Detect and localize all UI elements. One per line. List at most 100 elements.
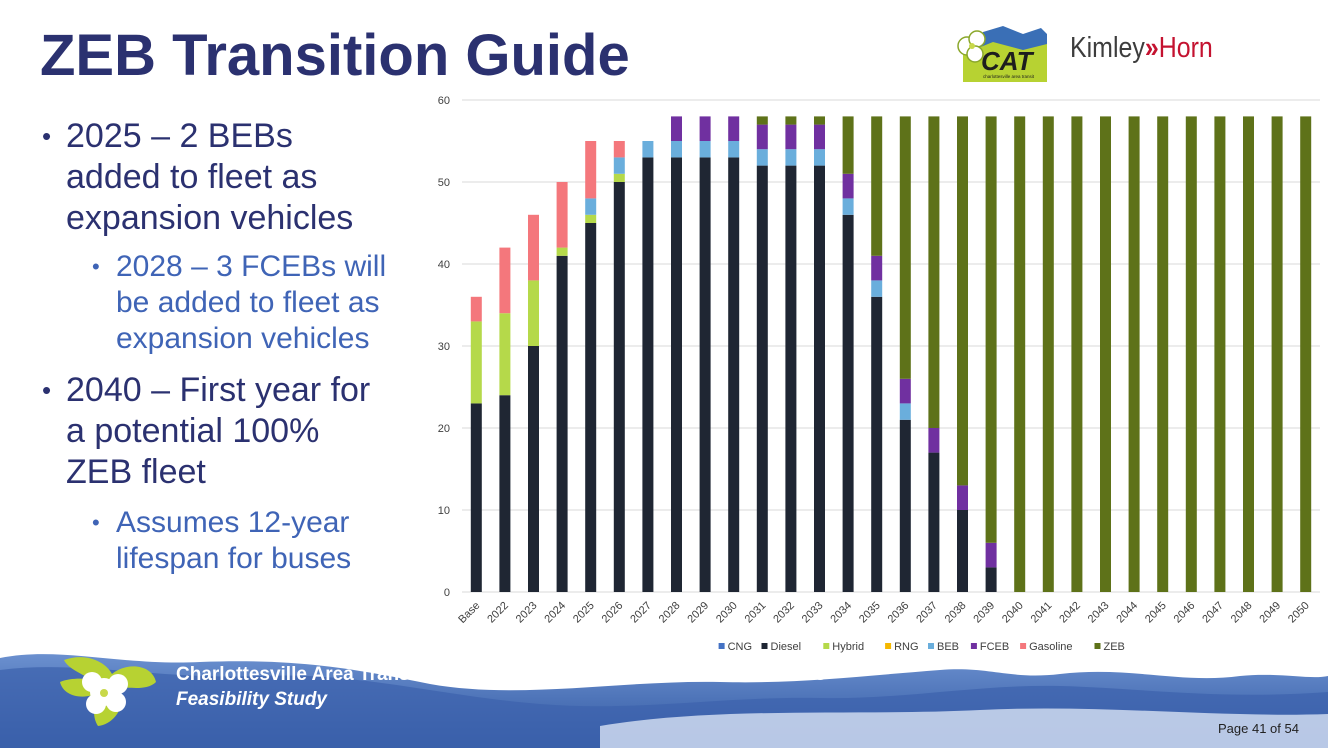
bullet-item: • 2025 – 2 BEBs added to fleet as expansion…: [42, 116, 353, 239]
bar-segment-hybrid: [470, 321, 482, 404]
legend-swatch-hybrid: [823, 643, 830, 649]
bullet-item: • 2040 – First year for a potential 100% ZE…: [42, 370, 370, 493]
x-tick-label: 2042: [1057, 600, 1083, 626]
x-tick-label: 2022: [485, 600, 511, 626]
legend-label-beb: BEB: [937, 641, 959, 653]
y-tick-label: 40: [438, 259, 450, 271]
y-tick-label: 10: [438, 505, 450, 517]
x-tick-label: 2030: [714, 600, 740, 626]
bar-segment-beb: [728, 141, 740, 158]
bar-segment-beb: [585, 198, 597, 215]
bar-segment-beb: [671, 141, 682, 158]
footer-title-part1: Charlottesville Area Transit Facility De…: [176, 664, 561, 685]
bullet-line: 2040 – First year for: [66, 371, 371, 409]
legend-label-zeb: ZEB: [1104, 641, 1125, 653]
x-tick-label: 2033: [800, 600, 826, 626]
bar-segment-gasoline: [528, 214, 539, 281]
bar-segment-zeb: [985, 116, 997, 543]
bar-segment-zeb: [814, 116, 825, 125]
legend-swatch-gasoline: [1020, 643, 1027, 649]
legend-swatch-diesel: [761, 643, 768, 649]
bullet-line: ZEB fleet: [66, 453, 206, 491]
footer-title-part2: Zero Emissions Vehicles: [602, 664, 826, 685]
legend-swatch-fceb: [970, 643, 977, 649]
x-tick-label: 2036: [886, 600, 912, 626]
legend-label-fceb: FCEB: [980, 641, 1009, 653]
bullet-item: • 2028 – 3 FCEBs will be added to fleet as…: [92, 249, 386, 357]
bar-segment-gasoline: [470, 296, 482, 322]
bar-segment-zeb: [842, 116, 854, 174]
x-tick-label: 2025: [571, 600, 597, 626]
x-tick-label: 2048: [1229, 600, 1255, 626]
bar-segment-gasoline: [499, 247, 511, 314]
cat-logo: CAT charlottesville area transit: [953, 24, 1047, 82]
legend-swatch-beb: [928, 643, 934, 649]
bullet-marker: •: [42, 375, 52, 405]
bar-segment-hybrid: [613, 173, 625, 182]
x-tick-label: 2035: [857, 600, 883, 626]
bar-segment-zeb: [1042, 116, 1054, 593]
bullet-marker: •: [42, 121, 52, 151]
bar-segment-fceb: [899, 378, 911, 404]
kimley-chevrons: »: [1144, 32, 1159, 64]
bar-segment-hybrid: [585, 214, 597, 223]
x-tick-label: 2031: [743, 600, 769, 626]
bullet-line: expansion vehicles: [66, 199, 354, 237]
bar-segment-fceb: [728, 116, 740, 141]
bar-segment-diesel: [756, 165, 768, 592]
y-tick-label: 50: [438, 177, 450, 189]
bar-segment-diesel: [814, 165, 825, 592]
legend-label-hybrid: Hybrid: [832, 641, 864, 653]
bullet-line: Assumes 12-year: [116, 506, 350, 539]
bar-segment-hybrid: [528, 280, 539, 346]
bar-segment-hybrid: [499, 313, 511, 396]
bar-segment-zeb: [871, 116, 883, 256]
y-tick-label: 60: [438, 95, 450, 107]
bar-segment-beb: [756, 149, 768, 166]
legend-swatch-rng: [885, 643, 892, 649]
bar-segment-zeb: [785, 116, 797, 125]
cat-logo-subtext: charlottesville area transit: [983, 74, 1035, 79]
x-tick-label: 2049: [1257, 600, 1283, 626]
bar-segment-zeb: [899, 116, 911, 379]
bullet-line: a potential 100%: [66, 412, 320, 450]
footer-title: Charlottesville Area Transit Facility De…: [176, 664, 826, 686]
bullet-line: be added to fleet as: [116, 286, 380, 319]
bar-segment-beb: [785, 149, 797, 166]
x-tick-label: 2044: [1114, 600, 1140, 626]
bar-segment-fceb: [814, 124, 825, 150]
bar-segment-fceb: [756, 124, 768, 150]
bar-segment-zeb: [1128, 116, 1140, 593]
bar-segment-gasoline: [556, 182, 568, 248]
bar-segment-diesel: [871, 296, 883, 592]
page-number: Page 41 of 54: [1218, 721, 1299, 736]
bullet-line: lifespan for buses: [116, 542, 352, 575]
bar-segment-diesel: [699, 157, 711, 592]
bar-segment-diesel: [785, 165, 797, 592]
bar-segment-fceb: [785, 124, 797, 150]
bar-segment-zeb: [957, 116, 968, 486]
cat-logo-text: CAT: [981, 46, 1035, 76]
bar-segment-diesel: [585, 223, 597, 592]
bar-segment-diesel: [728, 157, 740, 592]
horn-text: Horn: [1158, 32, 1213, 64]
legend-label-gasoline: Gasoline: [1029, 641, 1072, 653]
y-tick-label: 20: [438, 423, 450, 435]
x-tick-label: 2037: [914, 600, 940, 626]
bar-segment-diesel: [957, 510, 968, 592]
x-tick-label: 2046: [1172, 600, 1198, 626]
x-tick-label: 2026: [600, 600, 626, 626]
x-tick-label: 2029: [685, 600, 711, 626]
slide-title: ZEB Transition Guide: [40, 23, 630, 88]
bullet-line: 2025 – 2 BEBs: [66, 117, 293, 155]
bar-segment-diesel: [671, 157, 682, 592]
kimley-horn-logo: Kimley»Horn: [1070, 32, 1213, 65]
bullet-line: added to fleet as: [66, 158, 318, 196]
bar-segment-beb: [871, 280, 883, 297]
bar-segment-diesel: [556, 255, 568, 593]
bullet-item: • Assumes 12-year lifespan for buses: [92, 505, 351, 577]
bar-segment-beb: [842, 198, 854, 215]
x-tick-label: 2028: [657, 600, 683, 626]
bar-segment-diesel: [528, 346, 539, 592]
